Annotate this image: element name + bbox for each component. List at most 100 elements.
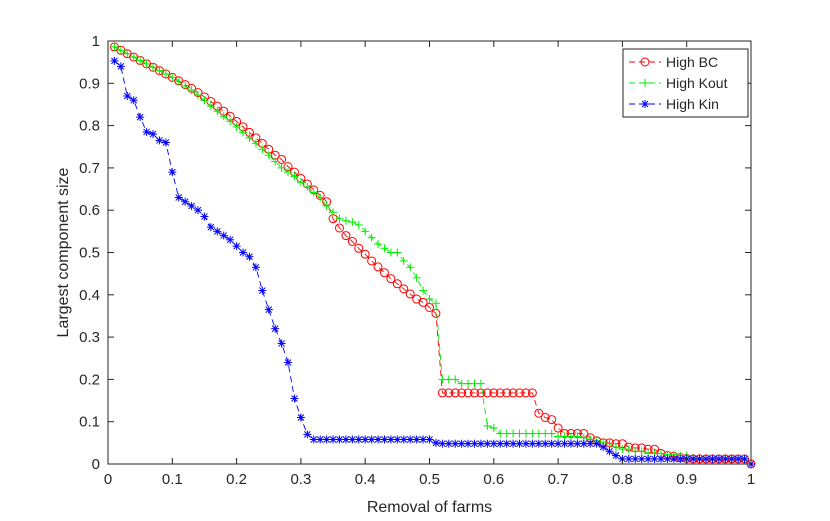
x-axis-label: Removal of farms [367, 499, 492, 516]
data-point-high-kin [296, 413, 305, 422]
data-point-high-kout [245, 133, 254, 142]
data-point-high-kout [251, 139, 260, 148]
data-point-high-kin [200, 212, 209, 221]
y-tick-label: 0.5 [79, 245, 100, 262]
data-point-high-kin [110, 56, 119, 65]
x-tick-label: 1 [747, 471, 755, 488]
data-point-high-kout [129, 53, 138, 62]
y-tick-label: 0.3 [79, 329, 100, 346]
data-point-high-kin [194, 206, 203, 215]
data-point-high-kin [271, 324, 280, 333]
data-point-high-kout [316, 193, 325, 202]
data-point-high-bc [367, 256, 377, 266]
data-point-high-bc [547, 415, 557, 425]
data-point-high-kout [329, 208, 338, 217]
data-point-high-bc [360, 249, 370, 259]
data-point-high-bc [354, 243, 364, 253]
data-point-high-bc [515, 388, 525, 398]
data-point-high-kin [592, 439, 601, 448]
data-point-high-kin [599, 443, 608, 452]
data-point-high-kin [232, 242, 241, 251]
data-point-high-kin [341, 435, 350, 444]
data-point-high-kout [573, 432, 582, 441]
data-point-high-kout [361, 227, 370, 236]
y-tick-label: 0.4 [79, 287, 100, 304]
data-point-high-bc [470, 388, 480, 398]
legend: High BC High Kout High Kin [622, 48, 749, 118]
data-point-high-bc [418, 297, 428, 307]
data-point-high-kout [155, 66, 164, 75]
x-tick-label: 0.5 [419, 471, 440, 488]
data-point-high-bc [444, 388, 454, 398]
data-point-high-kout [406, 263, 415, 272]
legend-swatch-marker [640, 57, 650, 67]
y-tick-label: 0.9 [79, 75, 100, 92]
data-point-high-kout [161, 69, 170, 78]
data-point-high-kin [284, 358, 293, 367]
data-point-high-bc [405, 289, 415, 299]
x-tick-label: 0.6 [483, 471, 504, 488]
data-point-high-kout [174, 77, 183, 86]
legend-item-high-kout: High Kout [629, 75, 728, 91]
data-point-high-kin [393, 435, 402, 444]
data-point-high-bc [489, 388, 499, 398]
data-point-high-bc [431, 308, 441, 318]
data-point-high-kout [348, 218, 357, 227]
y-tick-label: 0.8 [79, 118, 100, 135]
data-point-high-bc [347, 237, 357, 247]
data-point-high-kout [290, 172, 299, 181]
data-point-high-kout [258, 145, 267, 154]
data-point-high-kin [264, 305, 273, 314]
series-line-high-kout [114, 46, 752, 465]
data-point-high-bc [386, 274, 396, 284]
data-point-high-kout [393, 248, 402, 257]
data-point-high-kin [406, 435, 415, 444]
data-point-high-kin [496, 439, 505, 448]
x-tick-label: 0.8 [612, 471, 633, 488]
data-point-high-kout [149, 63, 158, 72]
data-point-high-kin [219, 231, 228, 240]
series-layer [109, 42, 756, 469]
data-point-high-kout [110, 42, 119, 51]
data-point-high-bc [373, 262, 383, 272]
data-point-high-bc [425, 302, 434, 312]
data-point-high-bc [334, 223, 344, 233]
data-point-high-bc [379, 268, 389, 278]
data-point-high-kout [142, 59, 151, 68]
data-point-high-kout [335, 214, 344, 223]
x-tick-label: 0.3 [290, 471, 311, 488]
data-point-high-kout [341, 216, 350, 225]
x-tick-label: 0.4 [355, 471, 376, 488]
data-point-high-kin [470, 439, 479, 448]
legend-label: High BC [666, 54, 718, 70]
legend-swatch-marker [641, 79, 649, 87]
data-point-high-kout [206, 102, 215, 111]
x-tick-label: 0.2 [226, 471, 247, 488]
data-point-high-kout [425, 295, 434, 304]
data-point-high-kout [200, 96, 209, 105]
data-point-high-kin [251, 263, 260, 272]
data-point-high-kin [161, 138, 170, 147]
data-point-high-kin [206, 223, 215, 232]
data-point-high-kin [155, 136, 164, 145]
data-point-high-kout [271, 157, 280, 166]
data-point-high-kin [521, 439, 530, 448]
data-point-high-kout [476, 379, 485, 388]
data-point-high-bc [392, 279, 402, 289]
y-tick-label: 1 [92, 33, 100, 50]
data-point-high-kin [129, 96, 138, 105]
data-point-high-kin [181, 197, 190, 206]
data-point-high-kout [136, 56, 145, 65]
data-point-high-kout [354, 221, 363, 230]
data-point-high-kout [412, 273, 421, 282]
data-point-high-kin [239, 248, 248, 257]
data-point-high-kin [116, 62, 125, 71]
y-tick-label: 0.6 [79, 202, 100, 219]
data-point-high-bc [527, 388, 537, 398]
data-point-high-kin [605, 447, 614, 456]
data-point-high-kout [367, 233, 376, 242]
data-point-high-kin [579, 439, 588, 448]
data-point-high-kin [226, 235, 235, 244]
data-point-high-kout [116, 46, 125, 55]
